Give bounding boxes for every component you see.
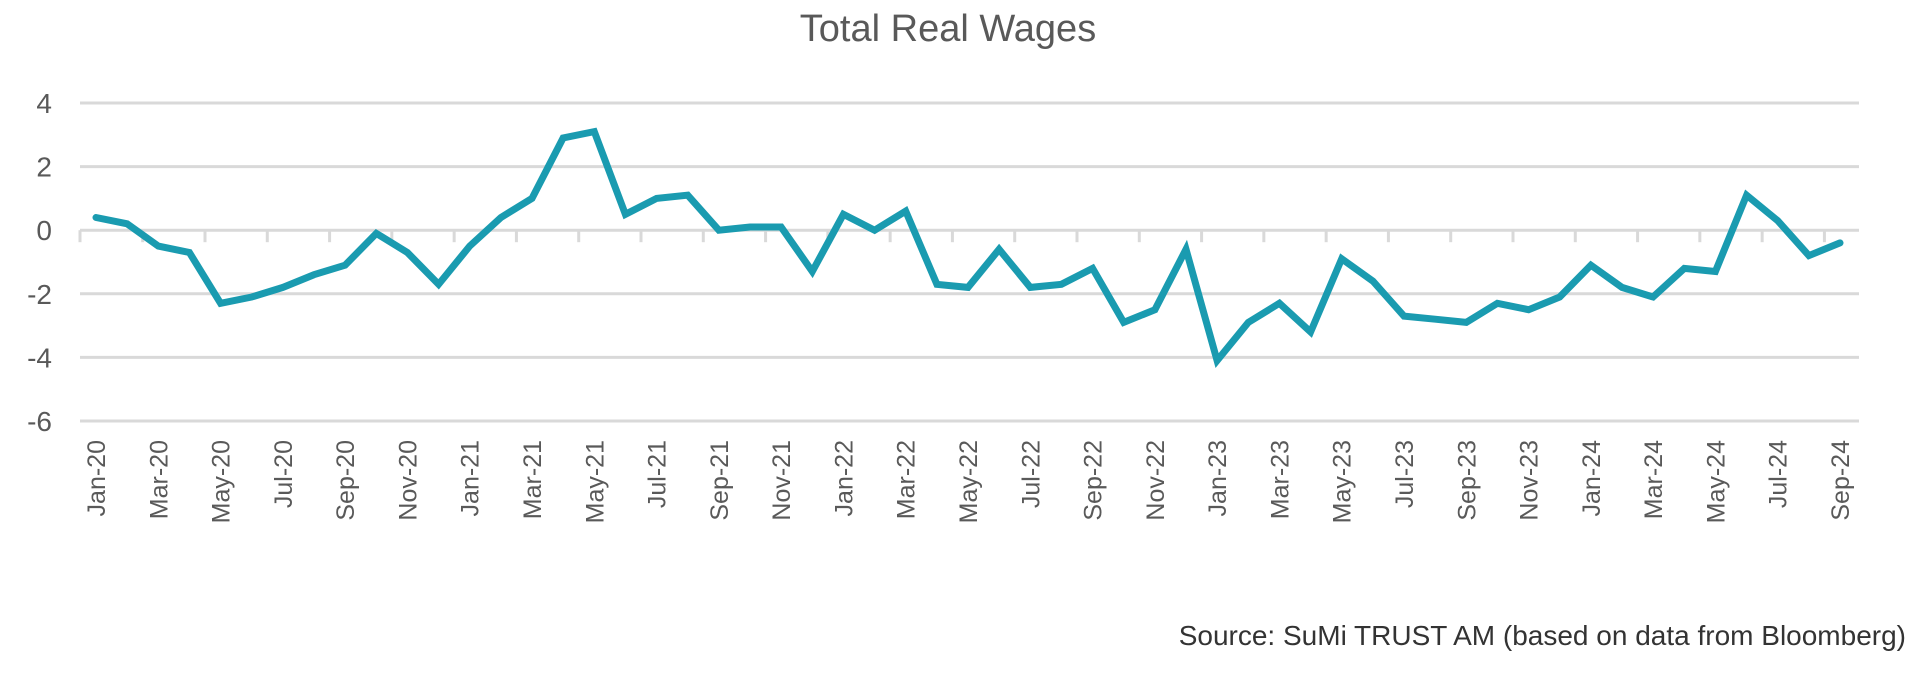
x-tick-label: May-23: [1329, 440, 1357, 523]
y-tick-label: 4: [36, 88, 52, 119]
x-tick-label: Jan-23: [1204, 440, 1232, 516]
x-tick-label: Jul-21: [644, 440, 672, 508]
x-tick-label: May-21: [581, 440, 609, 523]
y-tick-label: -6: [27, 406, 52, 437]
x-tick-label: May-20: [208, 440, 236, 523]
x-tick-label: Mar-24: [1640, 440, 1668, 519]
x-tick-label: Nov-21: [768, 440, 796, 521]
source-note: Source: SuMi TRUST AM (based on data fro…: [1178, 620, 1906, 651]
x-tick-label: Jan-21: [457, 440, 485, 516]
y-tick-label: 0: [36, 215, 52, 246]
x-tick-label: Sep-20: [332, 440, 360, 521]
x-tick-label: May-22: [955, 440, 983, 523]
chart-title: Total Real Wages: [799, 8, 1097, 50]
x-tick-label: Mar-20: [145, 440, 173, 519]
x-tick-label: Jul-20: [270, 440, 298, 508]
x-tick-label: Nov-23: [1516, 440, 1544, 521]
x-tick-label: Mar-21: [519, 440, 547, 519]
x-tick-label: Jul-24: [1765, 440, 1793, 508]
x-tick-label: Sep-22: [1080, 440, 1108, 521]
y-tick-label: 2: [36, 152, 52, 183]
x-tick-label: Jul-22: [1017, 440, 1045, 508]
y-tick-label: -2: [27, 279, 52, 310]
x-tick-label: Mar-22: [893, 440, 921, 519]
x-tick-label: Jul-23: [1391, 440, 1419, 508]
x-tick-label: Jan-24: [1578, 440, 1606, 517]
x-tick-label: Sep-23: [1453, 440, 1481, 521]
x-tick-label: Nov-20: [394, 440, 422, 521]
x-tick-label: Mar-23: [1266, 440, 1294, 519]
x-tick-label: Sep-21: [706, 440, 734, 521]
x-tick-label: Jan-20: [83, 440, 111, 516]
y-tick-label: -4: [27, 342, 52, 373]
x-tick-label: May-24: [1702, 440, 1730, 523]
x-tick-label: Nov-22: [1142, 440, 1170, 521]
x-tick-label: Sep-24: [1827, 440, 1855, 521]
x-tick-label: Jan-22: [830, 440, 858, 516]
